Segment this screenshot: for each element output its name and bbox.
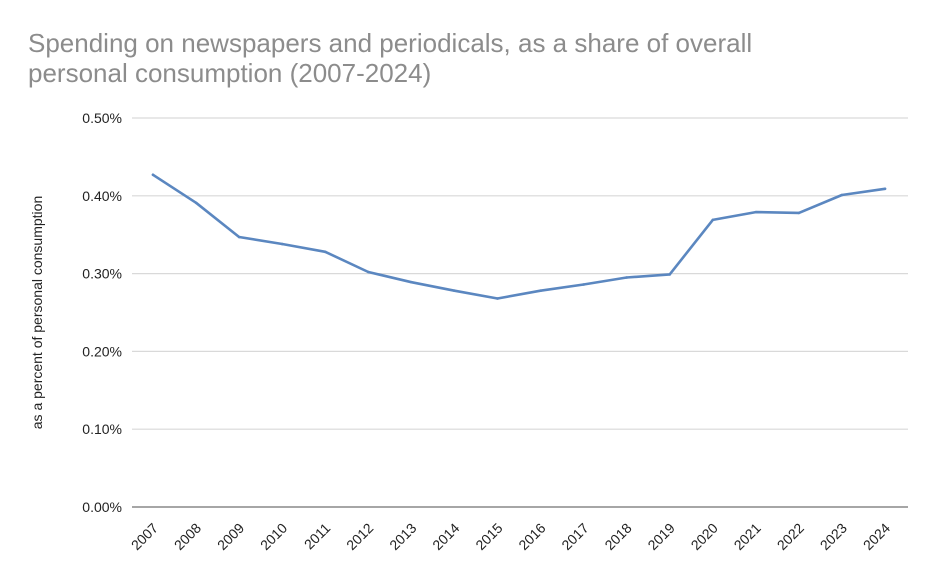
x-tick-label: 2012	[343, 520, 376, 553]
x-tick-label: 2018	[601, 520, 634, 553]
y-axis-title: as a percent of personal consumption	[29, 196, 45, 429]
data-point	[754, 210, 758, 214]
chart-title: Spending on newspapers and periodicals, …	[28, 28, 908, 88]
x-tick-label: 2008	[171, 520, 204, 553]
data-point	[883, 187, 887, 191]
data-point	[366, 270, 370, 274]
data-point	[280, 242, 284, 246]
x-tick-label: 2023	[817, 520, 850, 553]
data-point	[840, 193, 844, 197]
data-point	[582, 283, 585, 286]
data-point	[151, 173, 155, 177]
data-point	[453, 289, 456, 293]
x-tick-label: 2015	[472, 520, 505, 553]
chart-title-line-2: personal consumption (2007-2024)	[28, 58, 432, 88]
x-tick-label: 2020	[688, 520, 721, 553]
y-tick-label: 0.40%	[82, 188, 122, 204]
x-tick-label: 2013	[386, 520, 419, 553]
data-point	[539, 289, 542, 293]
y-tick-label: 0.50%	[82, 110, 122, 126]
x-tick-label: 2009	[214, 520, 247, 553]
series-line	[151, 173, 887, 300]
x-tick-label: 2024	[860, 520, 893, 553]
x-tick-label: 2011	[301, 520, 334, 553]
x-tick-label: 2022	[774, 520, 807, 553]
x-tick-label: 2017	[558, 520, 591, 553]
chart-title-line-1: Spending on newspapers and periodicals, …	[28, 28, 753, 58]
y-tick-label: 0.20%	[82, 343, 122, 359]
data-point	[323, 250, 327, 254]
y-tick-label: 0.00%	[82, 499, 122, 515]
data-point	[496, 297, 499, 300]
data-point	[237, 235, 241, 239]
data-point	[797, 211, 801, 215]
y-tick-label: 0.10%	[82, 421, 122, 437]
data-point	[410, 280, 413, 284]
x-tick-label: 2016	[515, 520, 548, 553]
x-tick-label: 2014	[429, 520, 462, 553]
y-tick-label: 0.30%	[82, 266, 122, 282]
data-point	[668, 273, 672, 276]
data-point	[711, 218, 715, 222]
x-tick-label: 2007	[128, 520, 161, 553]
data-point	[625, 276, 628, 279]
x-tick-label: 2019	[644, 520, 677, 553]
data-point	[194, 201, 198, 205]
x-tick-label: 2010	[257, 520, 290, 553]
x-tick-label: 2021	[731, 520, 764, 553]
